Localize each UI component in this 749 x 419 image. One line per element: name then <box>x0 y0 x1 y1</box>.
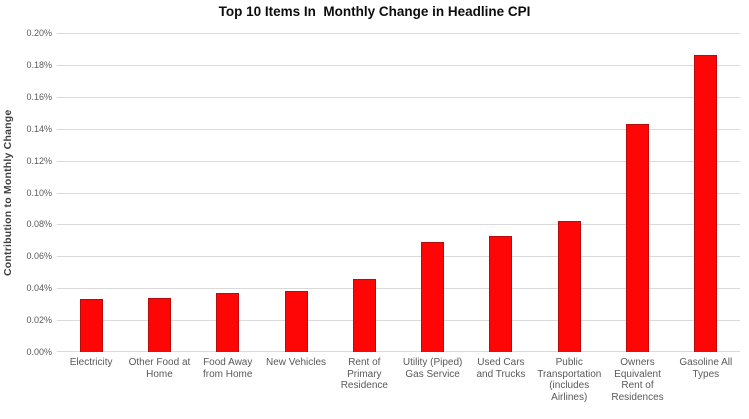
bar-3 <box>216 293 240 352</box>
y-tick-label: 0.02% <box>26 315 52 326</box>
bar-column <box>535 33 603 352</box>
x-tick-label: Public Transportation (includes Airlines… <box>537 357 602 403</box>
bar-2 <box>147 297 171 352</box>
y-tick-label: 0.18% <box>26 59 52 70</box>
x-tick-label: Used Cars and Trucks <box>476 357 526 380</box>
y-tick-label: 0.04% <box>26 283 52 294</box>
x-label-column: New Vehicles <box>262 357 330 369</box>
y-axis-tick-labels: 0.00% 0.02% 0.04% 0.06% 0.08% 0.10% 0.12% 0.14%… <box>0 28 52 357</box>
bar-4 <box>284 291 308 352</box>
bar-column <box>194 33 262 352</box>
x-tick-label: Rent of Primary Residence <box>340 357 388 391</box>
gridline <box>57 96 740 98</box>
y-tick-label: 0.16% <box>26 91 52 102</box>
x-tick-label: Utility (Piped) Gas Service <box>402 357 463 380</box>
gridline <box>57 33 740 34</box>
x-tick-label: Other Food at Home <box>128 357 191 380</box>
bar-column <box>57 33 125 352</box>
bar-10 <box>694 55 718 352</box>
gridline <box>57 224 740 226</box>
gridline <box>57 320 740 322</box>
plot-area <box>57 33 740 352</box>
bar-9 <box>626 123 650 352</box>
bar-column <box>467 33 535 352</box>
y-tick-label: 0.20% <box>26 28 52 38</box>
bar-column <box>603 33 671 352</box>
x-tick-label: Electricity <box>69 357 113 368</box>
x-label-column: Rent of Primary Residence <box>330 357 398 392</box>
bar-column <box>125 33 193 352</box>
x-label-column: Gasoline All Types <box>672 357 740 380</box>
x-tick-label: Food Away from Home <box>203 357 253 380</box>
bar-column <box>262 33 330 352</box>
bar-8 <box>557 221 581 352</box>
y-tick-label: 0.00% <box>26 347 52 357</box>
bar-7 <box>489 235 513 352</box>
bar-5 <box>352 278 376 352</box>
x-label-column: Food Away from Home <box>194 357 262 380</box>
gridline <box>57 256 740 258</box>
bar-1 <box>79 299 103 352</box>
y-tick-label: 0.12% <box>26 155 52 166</box>
x-label-column: Used Cars and Trucks <box>467 357 535 380</box>
y-tick-label: 0.14% <box>26 123 52 134</box>
x-axis-labels: Electricity Other Food at Home Food Away f… <box>57 357 740 403</box>
gridline <box>57 351 740 352</box>
y-tick-label: 0.06% <box>26 251 52 262</box>
y-tick-label: 0.10% <box>26 187 52 198</box>
gridline <box>57 160 740 162</box>
bar-column <box>672 33 740 352</box>
gridline <box>57 192 740 194</box>
x-label-column: Public Transportation (includes Airlines… <box>535 357 603 403</box>
x-tick-label: Owners Equivalent Rent of Residences <box>611 357 664 403</box>
x-label-column: Other Food at Home <box>125 357 193 380</box>
x-label-column: Owners Equivalent Rent of Residences <box>603 357 671 403</box>
bars-row <box>57 33 740 352</box>
y-tick-label: 0.08% <box>26 219 52 230</box>
chart-title: Top 10 Items In Monthly Change in Headli… <box>218 4 531 19</box>
x-label-column: Utility (Piped) Gas Service <box>398 357 466 380</box>
x-label-column: Electricity <box>57 357 125 369</box>
gridline <box>57 64 740 66</box>
bar-6 <box>421 241 445 352</box>
gridline <box>57 128 740 130</box>
bar-column <box>330 33 398 352</box>
bar-column <box>398 33 466 352</box>
x-tick-label: New Vehicles <box>266 357 327 368</box>
x-tick-label: Gasoline All Types <box>679 357 733 380</box>
gridline <box>57 288 740 290</box>
